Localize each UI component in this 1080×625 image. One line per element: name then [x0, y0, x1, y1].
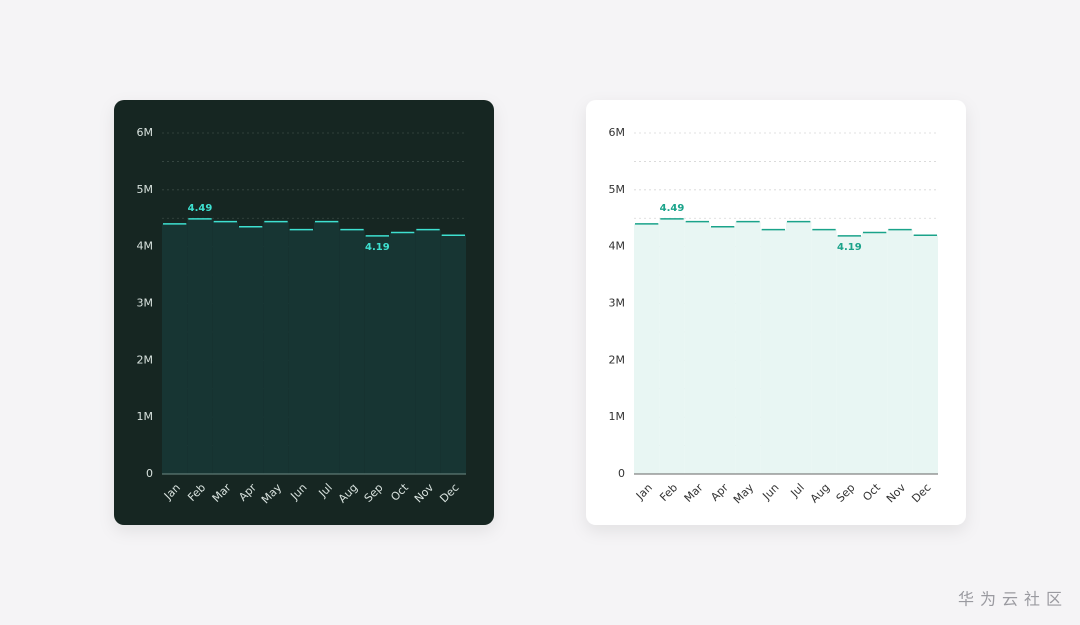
- area: [364, 235, 390, 474]
- area: [238, 226, 264, 474]
- watermark: 华为云社区: [958, 590, 1068, 609]
- y-tick-label: 1M: [137, 410, 154, 423]
- data-label: 4.19: [365, 242, 390, 253]
- y-tick-label: 3M: [137, 297, 154, 310]
- area: [710, 226, 736, 474]
- area: [887, 229, 913, 474]
- area: [659, 218, 685, 474]
- area: [263, 221, 289, 474]
- data-label: 4.19: [837, 242, 862, 253]
- area: [339, 229, 365, 474]
- area: [811, 229, 837, 474]
- data-label: 4.49: [660, 203, 685, 214]
- y-tick-label: 1M: [609, 410, 626, 423]
- y-tick-label: 4M: [137, 240, 154, 253]
- data-label: 4.49: [188, 203, 213, 214]
- area: [786, 221, 812, 474]
- area: [735, 221, 761, 474]
- area: [862, 232, 888, 474]
- area: [634, 223, 660, 474]
- area: [836, 235, 862, 474]
- area: [288, 229, 314, 474]
- area: [314, 221, 340, 474]
- area: [440, 235, 466, 474]
- y-tick-label: 0: [146, 467, 153, 480]
- y-tick-label: 2M: [137, 353, 154, 366]
- y-tick-label: 2M: [609, 353, 626, 366]
- y-tick-label: 5M: [609, 183, 626, 196]
- y-tick-label: 0: [618, 467, 625, 480]
- y-tick-label: 6M: [609, 126, 626, 139]
- y-tick-label: 4M: [609, 240, 626, 253]
- area: [187, 218, 213, 474]
- y-tick-label: 3M: [609, 297, 626, 310]
- area: [415, 229, 441, 474]
- area: [684, 221, 710, 474]
- y-tick-label: 5M: [137, 183, 154, 196]
- area: [760, 229, 786, 474]
- area: [212, 221, 238, 474]
- area: [912, 235, 938, 474]
- area: [162, 223, 188, 474]
- y-tick-label: 6M: [137, 126, 154, 139]
- area: [390, 232, 416, 474]
